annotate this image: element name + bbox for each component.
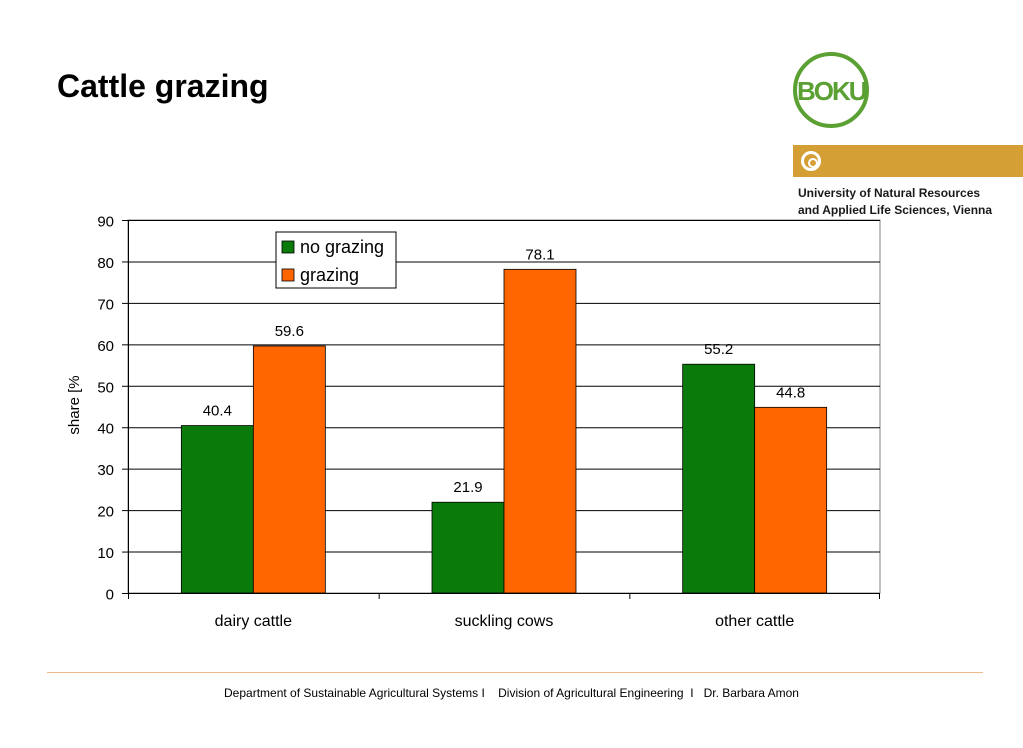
legend-swatch [281, 240, 295, 254]
data-label: 59.6 [275, 323, 304, 340]
y-tick-label: 50 [97, 379, 114, 396]
slide-title: Cattle grazing [57, 68, 269, 104]
x-tick-label: dairy cattle [215, 613, 292, 630]
bar [431, 501, 505, 594]
bar [252, 345, 326, 594]
bar [503, 268, 577, 594]
legend-label: grazing [300, 265, 359, 285]
bar [754, 406, 828, 594]
university-logo: BOKU University of Natural Resources and… [785, 50, 1023, 220]
legend-box [275, 231, 397, 289]
y-tick-label: 80 [97, 255, 114, 272]
x-tick-label: other cattle [715, 613, 794, 630]
footer-divider [47, 672, 983, 673]
data-label: 55.2 [704, 341, 733, 358]
university-name: University of Natural Resources and Appl… [798, 185, 992, 219]
y-tick-label: 60 [97, 338, 114, 355]
y-axis-label: share [% [66, 375, 83, 434]
y-tick-label: 90 [97, 214, 114, 231]
bar [180, 425, 254, 594]
y-tick-label: 10 [97, 545, 114, 562]
university-name-line-2: and Applied Life Sciences, Vienna [798, 203, 993, 217]
legend-swatch [281, 268, 295, 282]
x-tick-label: suckling cows [455, 613, 554, 630]
university-name-line-1: University of Natural Resources [798, 186, 981, 200]
data-label: 21.9 [453, 479, 482, 496]
y-tick-label: 0 [106, 587, 114, 604]
boku-logo-text: BOKU [797, 76, 868, 106]
data-label: 78.1 [525, 246, 554, 263]
bar [682, 363, 756, 594]
data-label: 40.4 [203, 403, 232, 420]
data-label: 44.8 [776, 384, 805, 401]
y-tick-label: 70 [97, 296, 114, 313]
spiral-icon [801, 151, 821, 171]
logo-banner [793, 145, 1023, 177]
boku-logo-emblem: BOKU [793, 52, 869, 128]
y-tick-label: 40 [97, 421, 114, 438]
legend-label: no grazing [300, 237, 384, 257]
footer-text: Department of Sustainable Agricultural S… [224, 686, 799, 700]
y-tick-label: 20 [97, 504, 114, 521]
y-tick-label: 30 [97, 462, 114, 479]
